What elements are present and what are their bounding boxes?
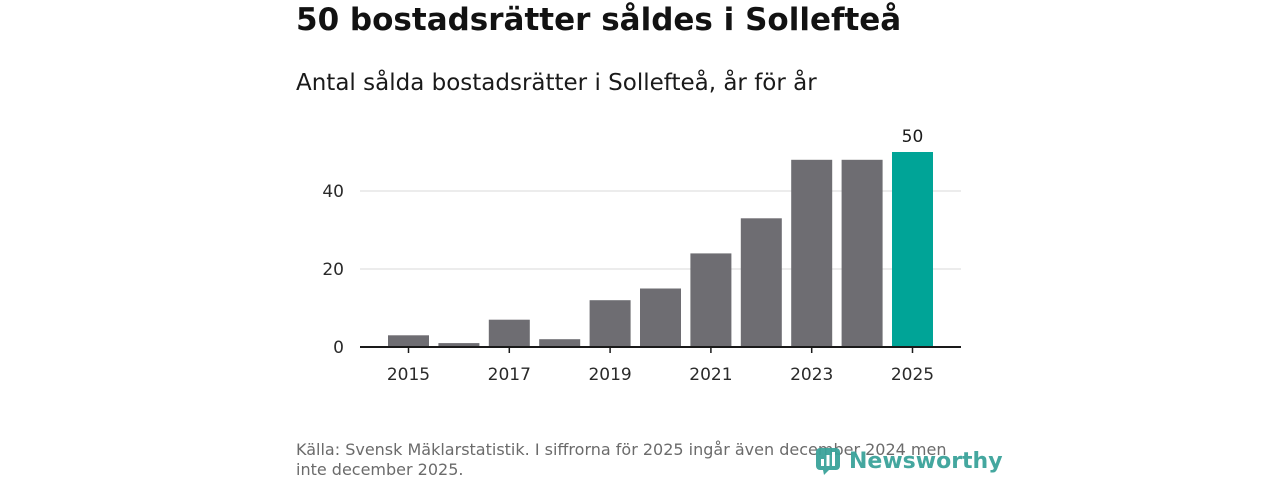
bar-2015 [388, 335, 429, 347]
bar-2017 [488, 319, 530, 347]
bar-2022 [740, 218, 782, 347]
x-tick-label: 2023 [790, 365, 833, 385]
y-tick-label: 40 [322, 182, 344, 202]
bar-2016 [438, 343, 480, 347]
x-tick-label: 2019 [588, 365, 631, 385]
y-tick-label: 20 [322, 260, 344, 280]
brand-name: Newsworthy [849, 448, 1003, 474]
x-tick-label: 2025 [891, 365, 934, 385]
x-tick-label: 2021 [689, 365, 732, 385]
bar-2024 [841, 159, 883, 347]
x-tick-label: 2017 [488, 365, 531, 385]
chart-title: 50 bostadsrätter såldes i Sollefteå [296, 2, 902, 38]
y-tick-label: 0 [333, 338, 344, 358]
source-note: Källa: Svensk Mäklarstatistik. I siffror… [296, 440, 947, 479]
bar-2021 [690, 253, 732, 347]
newsworthy-logo-icon [816, 448, 840, 475]
brand-logo: Newsworthy [815, 446, 1003, 476]
data-label-2025: 50 [902, 127, 924, 147]
x-tick-label: 2015 [387, 365, 430, 385]
bar-2023 [791, 159, 833, 347]
bar-2025 [892, 152, 933, 347]
bar-2019 [589, 300, 631, 347]
bar-2018 [539, 339, 581, 347]
chart-subtitle: Antal sålda bostadsrätter i Sollefteå, å… [296, 70, 817, 96]
bar-2020 [640, 288, 681, 347]
